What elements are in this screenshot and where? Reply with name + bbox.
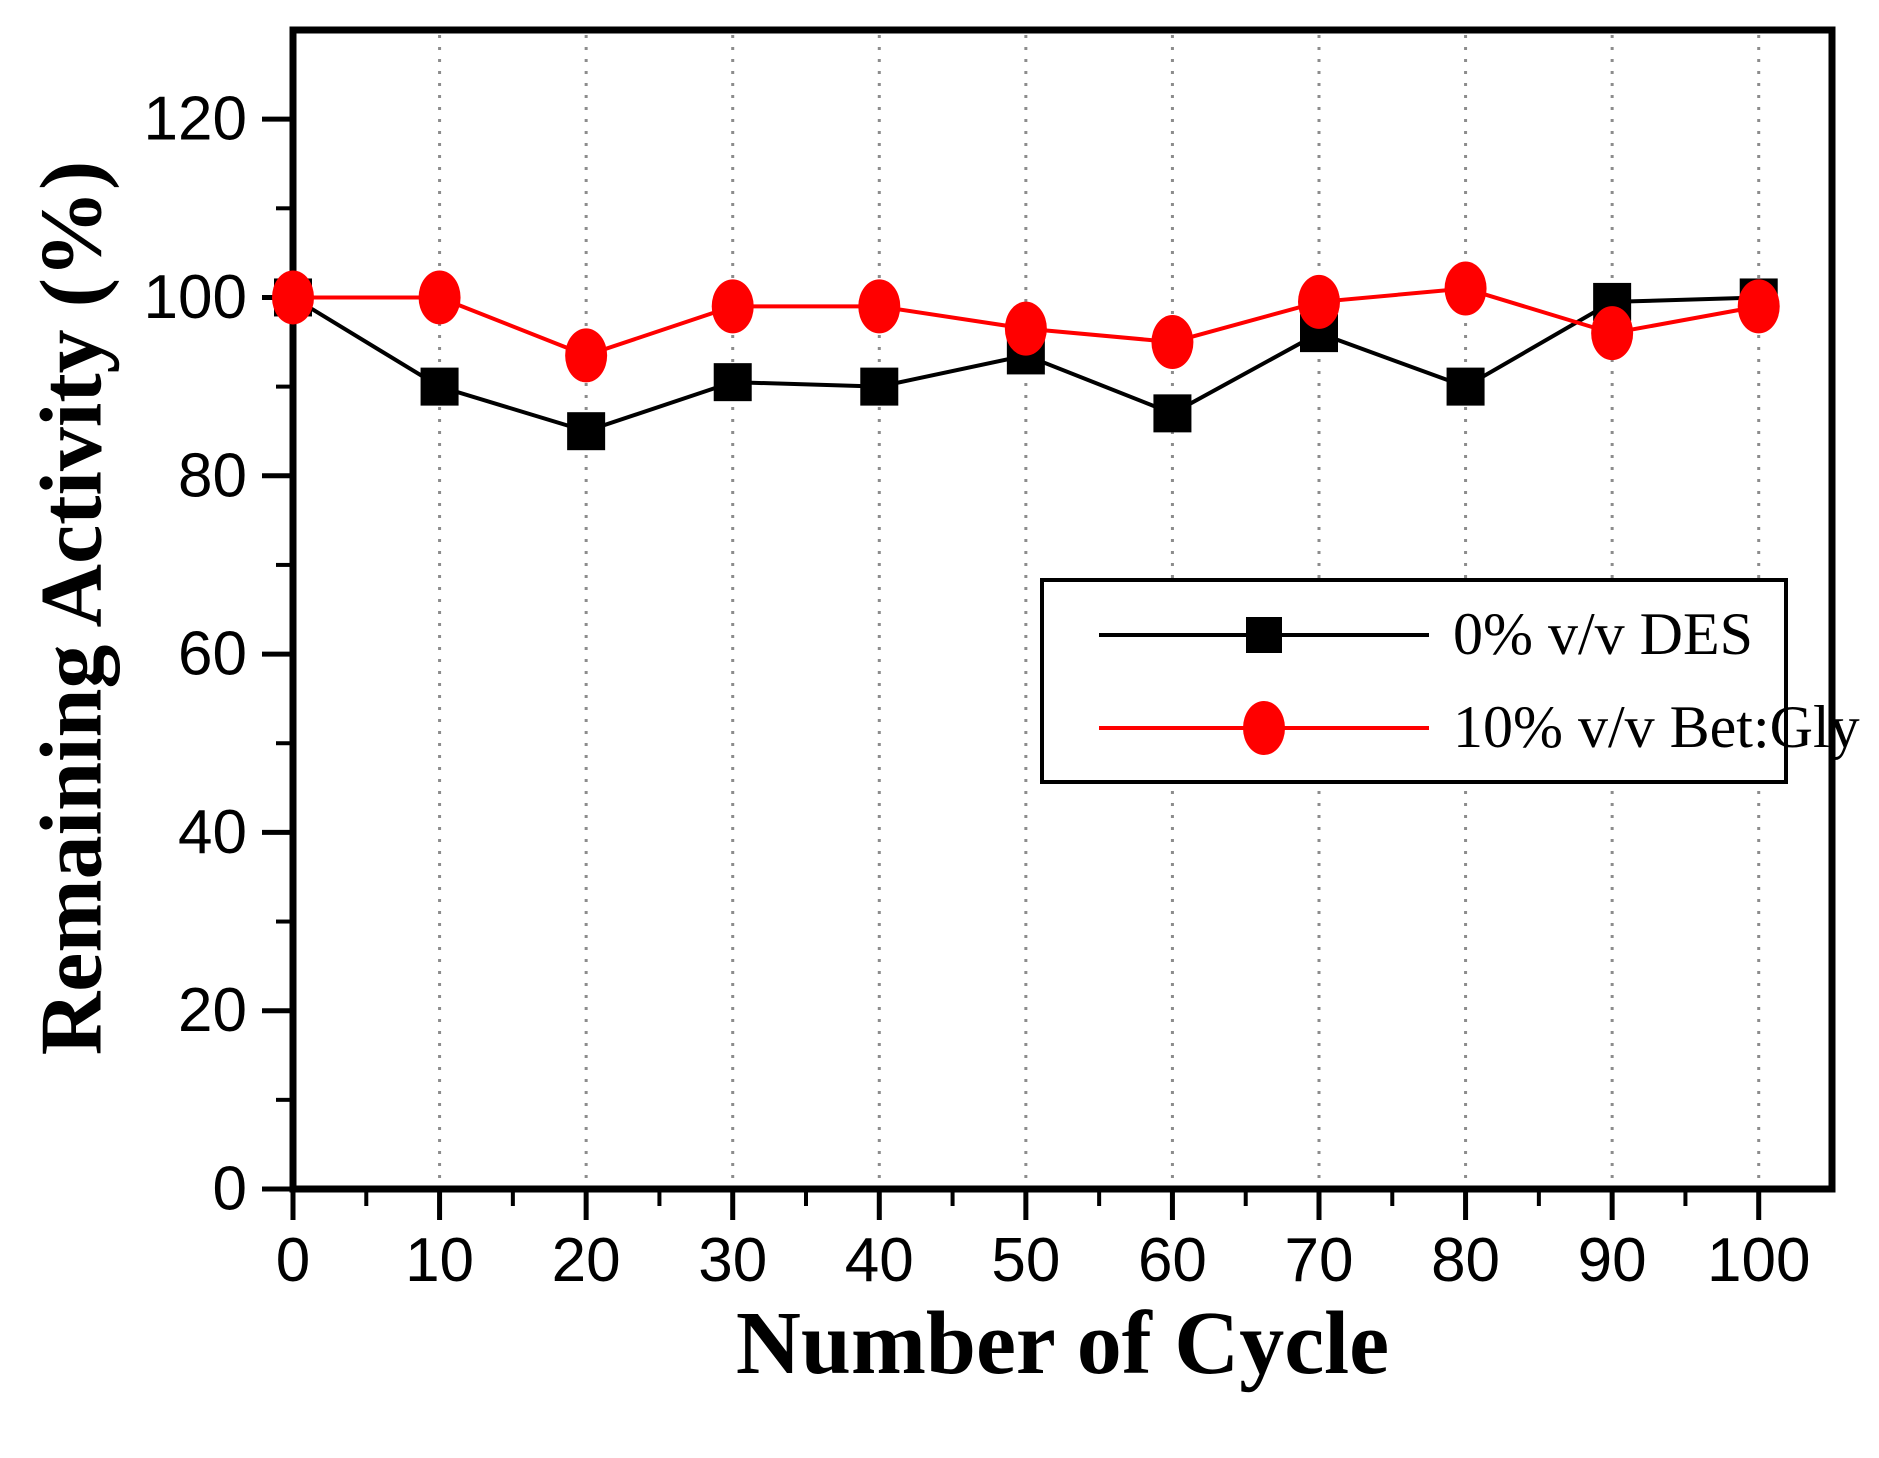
x-tick-label: 60 [1138, 1226, 1207, 1295]
square-marker-icon [1246, 616, 1282, 653]
legend-swatch-red-circle [1099, 693, 1429, 763]
axis-ticks [262, 116, 1762, 1220]
series-circle [272, 261, 1780, 383]
data-point-marker [1298, 274, 1340, 329]
legend-entry-betgly: 10% v/v Bet:Gly [1099, 681, 1860, 774]
legend-label-des: 0% v/v DES [1453, 601, 1753, 667]
x-axis-title: Number of Cycle [735, 1294, 1390, 1393]
x-tick-label: 0 [276, 1226, 310, 1295]
data-point-marker [567, 412, 606, 451]
data-point-marker [420, 367, 459, 406]
y-tick-label: 20 [178, 976, 247, 1045]
x-tick-label: 30 [698, 1226, 767, 1295]
x-tick-label: 20 [552, 1226, 621, 1295]
x-tick-label: 70 [1285, 1226, 1354, 1295]
x-tick-label: 100 [1707, 1226, 1810, 1295]
x-tick-label: 50 [991, 1226, 1060, 1295]
data-point-marker [1004, 301, 1047, 356]
plot-frame [289, 26, 1836, 1193]
data-point-marker [711, 279, 754, 334]
data-point-marker [1737, 279, 1780, 334]
y-tick-label: 100 [144, 263, 247, 332]
legend-swatch-black-square [1099, 600, 1429, 670]
y-tick-label: 60 [178, 620, 247, 689]
data-point-marker [1151, 315, 1194, 370]
circle-marker-icon [1243, 700, 1285, 755]
data-point-marker [1444, 261, 1487, 316]
data-point-marker [858, 279, 901, 334]
y-tick-label: 0 [213, 1155, 247, 1224]
x-tick-label: 10 [405, 1226, 474, 1295]
legend-label-betgly: 10% v/v Bet:Gly [1453, 694, 1860, 760]
data-point-marker [1153, 394, 1192, 433]
y-tick-label: 120 [144, 85, 247, 154]
y-tick-label: 40 [178, 798, 247, 867]
x-tick-label: 90 [1578, 1226, 1647, 1295]
data-point-marker [272, 270, 314, 325]
data-point-marker [713, 363, 752, 402]
x-tick-label: 80 [1431, 1226, 1500, 1295]
data-point-marker [1446, 367, 1485, 406]
y-axis-title: Remaining Activity (%) [23, 160, 121, 1056]
data-point-marker [1591, 306, 1634, 361]
data-point-marker [565, 328, 608, 383]
data-point-marker [860, 367, 899, 406]
data-point-marker [418, 270, 461, 325]
x-tick-label: 40 [845, 1226, 914, 1295]
y-tick-label: 80 [178, 441, 247, 510]
legend-entry-des: 0% v/v DES [1099, 588, 1784, 681]
legend: 0% v/v DES 10% v/v Bet:Gly [1040, 578, 1860, 784]
tick-labels: 0 10 20 30 40 50 60 70 80 90 100 0 20 40 60 80 100 120 [144, 85, 1811, 1295]
